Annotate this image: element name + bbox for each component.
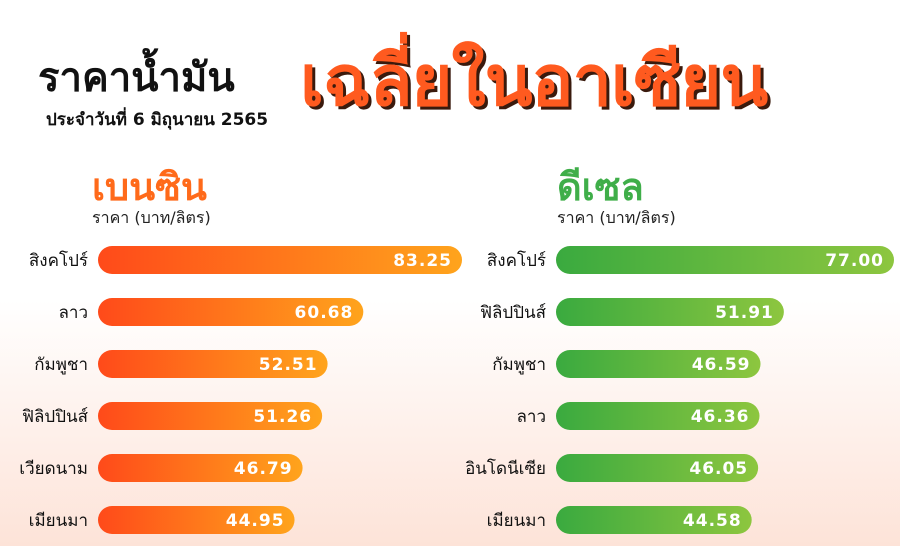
- gasoline-value-label: 44.95: [226, 511, 285, 531]
- diesel-row: ลาว 46.36: [516, 402, 760, 430]
- diesel-bar: [556, 298, 784, 326]
- diesel-bar: [556, 402, 760, 430]
- gasoline-bar: [98, 454, 303, 482]
- gasoline-value-label: 60.68: [295, 303, 354, 323]
- gasoline-bar: [98, 298, 364, 326]
- gasoline-category-label: เวียดนาม: [19, 459, 88, 479]
- gasoline-row: สิงคโปร์ 83.25: [29, 246, 462, 274]
- diesel-bar: [556, 506, 752, 534]
- gasoline-value-label: 52.51: [259, 355, 318, 375]
- gasoline-value-label: 51.26: [253, 407, 312, 427]
- diesel-bar: [556, 454, 759, 482]
- gasoline-row: เวียดนาม 46.79: [19, 454, 303, 482]
- gasoline-category-label: ฟิลิปปินส์: [22, 407, 89, 427]
- diesel-category-label: อินโดนีเซีย: [465, 458, 546, 479]
- diesel-row: กัมพูชา 46.59: [492, 350, 761, 378]
- title-accent: เฉลี่ยในอาเซียน: [300, 40, 768, 122]
- title-main: ราคาน้ำมัน: [38, 55, 235, 101]
- diesel-value-label: 46.05: [689, 459, 748, 479]
- diesel-value-label: 44.58: [683, 511, 742, 531]
- gasoline-category-label: สิงคโปร์: [29, 250, 88, 271]
- diesel-unit: ราคา (บาท/ลิตร): [557, 208, 676, 227]
- diesel-bar: [556, 350, 761, 378]
- diesel-row: เมียนมา 44.58: [487, 506, 752, 534]
- gasoline-category-label: ลาว: [58, 303, 88, 323]
- gasoline-value-label: 46.79: [234, 459, 293, 479]
- diesel-value-label: 51.91: [715, 303, 774, 323]
- diesel-category-label: สิงคโปร์: [487, 250, 546, 271]
- gasoline-bars: สิงคโปร์ 83.25 ลาว 60.68 กัมพูชา 52.51 ฟิลิปปิ…: [19, 246, 462, 534]
- diesel-title: ดีเซล: [557, 165, 644, 209]
- gasoline-row: ลาว 60.68: [58, 298, 364, 326]
- gasoline-category-label: กัมพูชา: [34, 355, 88, 375]
- diesel-category-label: กัมพูชา: [492, 355, 546, 375]
- diesel-value-label: 46.36: [691, 407, 750, 427]
- gasoline-bar: [98, 350, 328, 378]
- gasoline-row: กัมพูชา 52.51: [34, 350, 328, 378]
- gasoline-bar: [98, 402, 323, 430]
- title-date: ประจำวันที่ 6 มิถุนายน 2565: [46, 110, 269, 130]
- diesel-value-label: 77.00: [825, 251, 884, 271]
- gasoline-bar: [98, 506, 295, 534]
- diesel-value-label: 46.59: [692, 355, 751, 375]
- diesel-category-label: เมียนมา: [487, 511, 546, 531]
- diesel-row: สิงคโปร์ 77.00: [487, 246, 894, 274]
- diesel-row: ฟิลิปปินส์ 51.91: [480, 298, 784, 326]
- gasoline-row: ฟิลิปปินส์ 51.26: [22, 402, 323, 430]
- gasoline-row: เมียนมา 44.95: [29, 506, 295, 534]
- gasoline-bar: [98, 246, 462, 274]
- gasoline-value-label: 83.25: [393, 251, 452, 271]
- gasoline-category-label: เมียนมา: [29, 511, 88, 531]
- diesel-row: อินโดนีเซีย 46.05: [465, 454, 759, 482]
- diesel-category-label: ลาว: [516, 407, 546, 427]
- diesel-bars: สิงคโปร์ 77.00 ฟิลิปปินส์ 51.91 กัมพูชา 46.59…: [465, 246, 894, 534]
- diesel-bar: [556, 246, 894, 274]
- diesel-category-label: ฟิลิปปินส์: [480, 303, 547, 323]
- gasoline-unit: ราคา (บาท/ลิตร): [92, 208, 211, 227]
- gasoline-title: เบนซิน: [92, 165, 207, 209]
